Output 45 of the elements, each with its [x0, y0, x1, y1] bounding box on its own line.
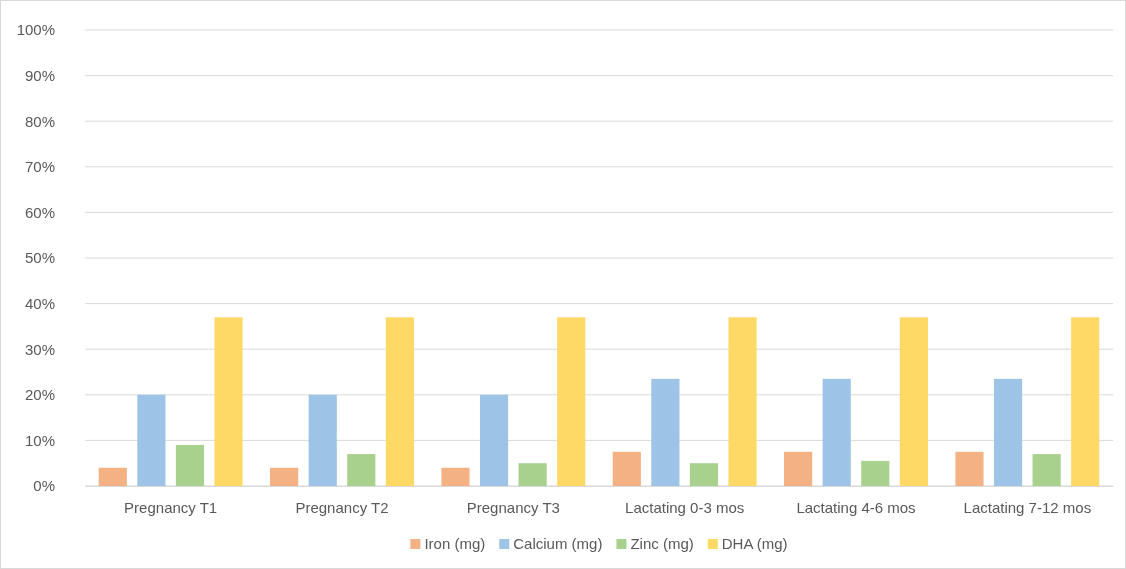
bar	[1071, 317, 1100, 486]
y-tick-label: 80%	[24, 112, 55, 130]
y-tick-label: 70%	[24, 158, 55, 176]
bar	[270, 467, 299, 486]
legend-label: DHA (mg)	[721, 535, 788, 552]
legend-label: Calcium (mg)	[513, 535, 603, 552]
bar	[784, 451, 813, 486]
legend-label: Iron (mg)	[424, 535, 486, 552]
bar	[728, 317, 757, 486]
bar	[651, 378, 680, 486]
bar	[441, 467, 470, 486]
bar	[175, 444, 205, 486]
x-tick-label: Lactating 7-12 mos	[963, 498, 1092, 516]
bar	[557, 317, 586, 486]
bar	[214, 317, 243, 486]
bar	[822, 378, 851, 486]
bar	[518, 463, 547, 486]
x-tick-label: Lactating 0-3 mos	[625, 498, 745, 516]
bar	[955, 451, 984, 486]
y-tick-label: 30%	[24, 340, 55, 358]
bar	[137, 394, 166, 486]
bar	[98, 467, 127, 486]
y-tick-label: 40%	[24, 294, 55, 312]
bar	[993, 378, 1023, 486]
y-tick-label: 0%	[33, 477, 55, 495]
y-tick-label: 50%	[24, 249, 55, 267]
bar	[347, 454, 376, 486]
y-tick-label: 60%	[24, 203, 55, 221]
legend-label: Zinc (mg)	[630, 535, 694, 552]
x-tick-label: Pregnancy T2	[295, 498, 389, 516]
bar	[899, 317, 928, 486]
bar	[861, 460, 890, 486]
bar	[479, 394, 509, 486]
x-tick-label: Lactating 4-6 mos	[796, 498, 916, 516]
y-tick-label: 90%	[24, 66, 55, 84]
x-tick-label: Pregnancy T3	[466, 498, 560, 516]
bar	[1032, 454, 1061, 486]
bar	[385, 317, 414, 486]
bar	[612, 451, 641, 486]
y-tick-label: 100%	[16, 21, 55, 39]
bar	[308, 394, 337, 486]
bar	[689, 463, 719, 486]
y-tick-label: 10%	[24, 431, 55, 449]
x-tick-label: Pregnancy T1	[124, 498, 218, 516]
y-tick-label: 20%	[24, 386, 55, 404]
